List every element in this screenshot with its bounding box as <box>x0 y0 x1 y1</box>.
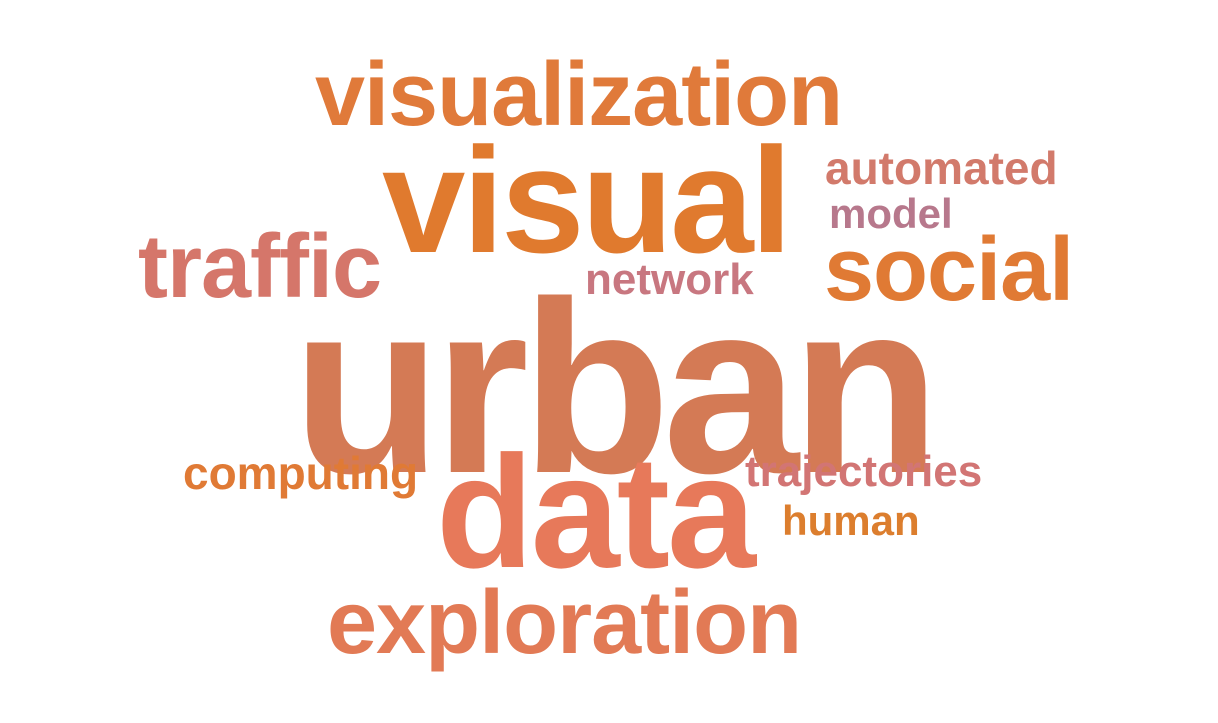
word-social: social <box>824 220 1074 320</box>
word-visual: visual <box>382 116 792 284</box>
word-traffic: traffic <box>138 217 382 317</box>
word-model: model <box>829 190 953 237</box>
word-visualization: visualization <box>315 45 843 145</box>
word-network: network <box>585 255 754 304</box>
word-computing: computing <box>183 447 419 499</box>
word-trajectories: trajectories <box>745 447 983 496</box>
word-urban: urban <box>292 250 941 524</box>
word-exploration: exploration <box>327 573 802 673</box>
word-automated: automated <box>825 142 1058 194</box>
word-data: data <box>436 422 756 601</box>
word-human: human <box>782 497 920 544</box>
